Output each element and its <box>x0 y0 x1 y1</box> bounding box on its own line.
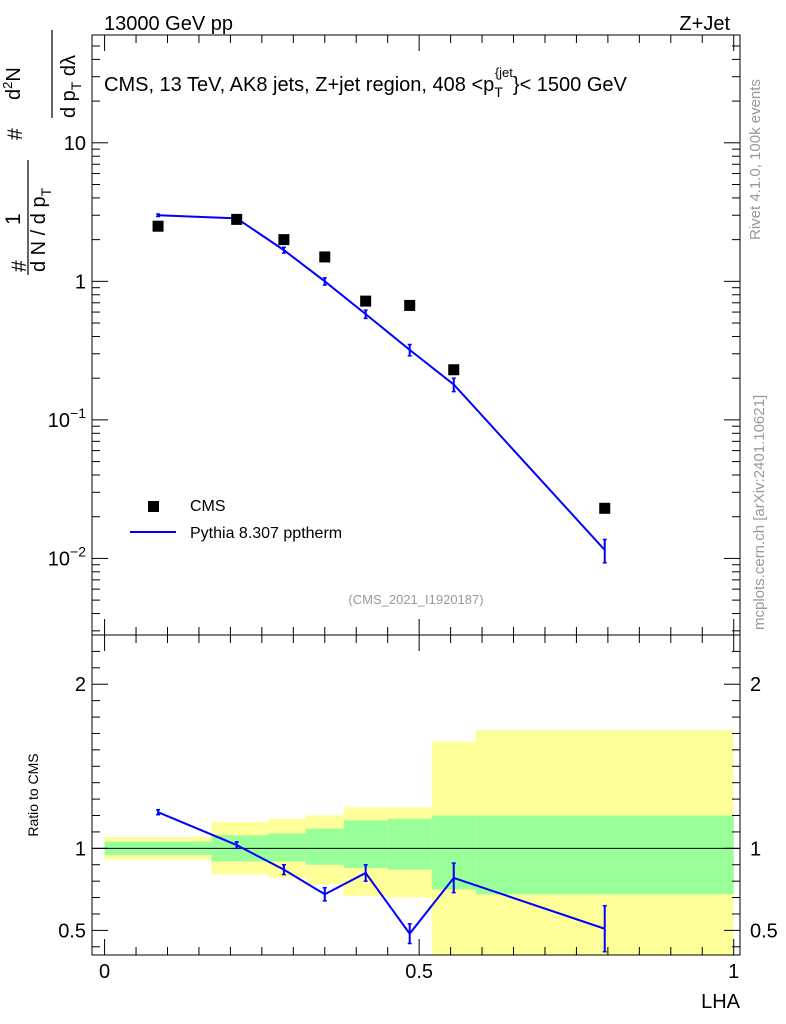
ratio-series <box>156 809 607 953</box>
x-tick-label: 0 <box>99 961 110 983</box>
ratio-frame <box>91 634 741 956</box>
header-left: 13000 GeV pp <box>104 13 233 35</box>
main-plot: 10−2 10−1 1 10 <box>48 34 741 636</box>
rivet-label: Rivet 4.1.0, 100k events <box>747 79 764 240</box>
x-tick-label: 1 <box>728 961 739 983</box>
x-axis-label: LHA <box>701 991 741 1013</box>
main-ytick-label: 10 <box>64 133 86 155</box>
ratio-ytick-label-right: 2 <box>750 674 761 696</box>
svg-text:#: # <box>8 260 31 272</box>
ratio-ylabel: Ratio to CMS <box>25 753 41 836</box>
ratio-axes: 0.5 0.5 1 1 2 2 <box>58 635 778 955</box>
cms-point <box>360 295 372 307</box>
ratio-band-inner <box>475 815 734 895</box>
cms-point <box>404 299 416 311</box>
x-tick-label: 0.5 <box>405 961 433 983</box>
main-ylabel: # 1 d N / d pT # d2N d pT dλ <box>0 30 84 275</box>
mc-line <box>158 214 606 551</box>
svg-text:d pT dλ: d pT dλ <box>58 55 84 118</box>
cms-point <box>448 364 460 376</box>
cms-point <box>231 213 243 225</box>
main-title: CMS, 13 TeV, AK8 jets, Z+jet region, 408… <box>104 65 628 100</box>
svg-text:#: # <box>4 128 27 140</box>
legend-cms-label: CMS <box>190 498 226 515</box>
cms-point <box>319 251 331 263</box>
cms-series <box>152 213 611 514</box>
main-axes: 10−2 10−1 1 10 <box>48 34 740 635</box>
cms-point <box>152 220 164 232</box>
svg-text:d N / d pT: d N / d pT <box>28 187 54 272</box>
legend: CMS Pythia 8.307 pptherm <box>130 498 342 542</box>
cms-point <box>599 502 611 514</box>
ratio-plot: 0.5 0.5 1 1 2 2 <box>58 634 778 956</box>
legend-pythia-label: Pythia 8.307 pptherm <box>190 525 342 542</box>
legend-cms-marker <box>148 501 159 512</box>
ratio-band-inner <box>268 833 306 862</box>
svg-text:d2N: d2N <box>0 67 25 100</box>
mcplots-label: mcplots.cern.ch [arXiv:2401.10621] <box>751 395 768 630</box>
ratio-ytick-label-right: 0.5 <box>750 920 778 942</box>
ratio-ytick-label-right: 1 <box>750 838 761 860</box>
cms-point <box>278 234 290 246</box>
ratio-line <box>157 811 606 936</box>
header-right: Z+Jet <box>679 13 730 35</box>
main-ytick-label: 10−2 <box>48 543 86 570</box>
ratio-ytick-label-left: 1 <box>75 838 86 860</box>
ratio-band-inner <box>343 820 388 869</box>
analysis-tag: (CMS_2021_I1920187) <box>348 592 483 607</box>
ratio-band-inner <box>305 828 344 865</box>
main-frame <box>91 34 741 636</box>
svg-text:1: 1 <box>2 213 25 225</box>
ratio-ytick-label-left: 0.5 <box>58 920 86 942</box>
main-ytick-label: 10−1 <box>48 405 86 432</box>
ratio-band-inner <box>387 818 432 870</box>
x-tick-labels: 0 0.5 1 <box>99 961 739 983</box>
main-ytick-label: 1 <box>75 271 86 293</box>
ratio-ytick-label-left: 2 <box>75 674 86 696</box>
